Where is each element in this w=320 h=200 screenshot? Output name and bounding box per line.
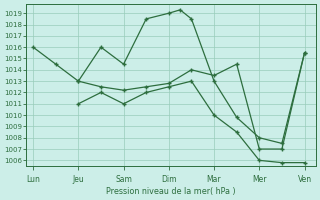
X-axis label: Pression niveau de la mer( hPa ): Pression niveau de la mer( hPa ) bbox=[106, 187, 236, 196]
